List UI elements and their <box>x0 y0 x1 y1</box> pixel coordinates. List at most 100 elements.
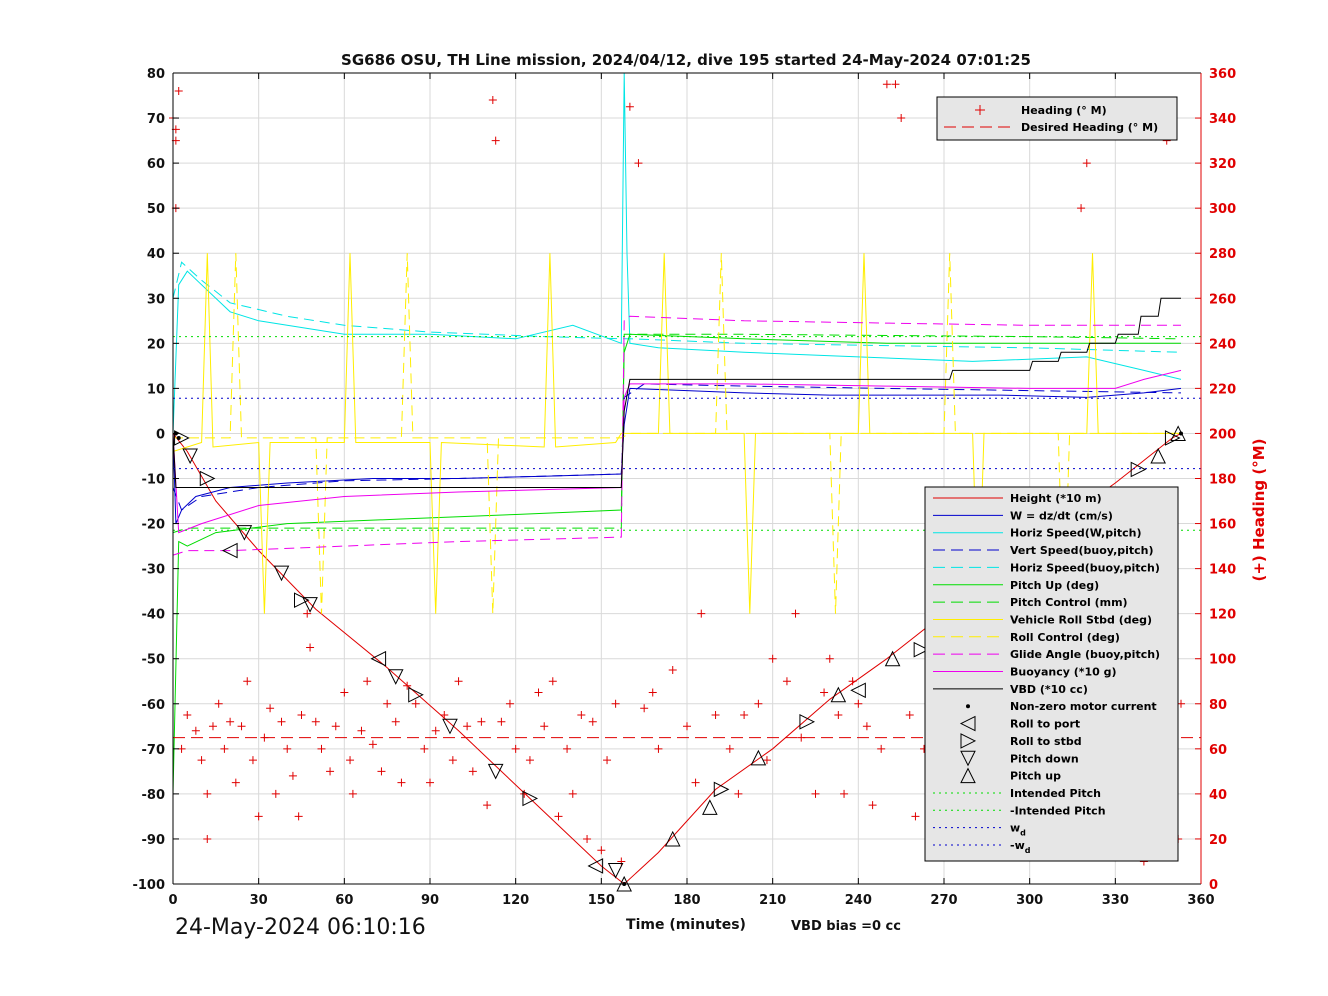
axes: 0 30 60 90 120 150 180 210 240 270 300 330 360807060… <box>132 67 1236 908</box>
heading-point <box>563 744 572 753</box>
heading-point <box>740 711 749 720</box>
heading-point <box>226 717 235 726</box>
heading-point <box>346 756 355 765</box>
x-tick-label: 330 <box>1102 893 1129 908</box>
roll-to-stbd-marker <box>199 470 216 487</box>
roll-to-stbd-marker <box>522 790 539 807</box>
heading-point <box>540 722 549 731</box>
y-tick-label: -30 <box>142 563 166 578</box>
heading-point <box>203 834 212 843</box>
x-tick-label: 360 <box>1187 893 1214 908</box>
roll-to-port-marker <box>587 858 604 874</box>
heading-point <box>311 717 320 726</box>
heading-point <box>468 767 477 776</box>
heading-point <box>197 756 206 765</box>
main-legend-label: Vehicle Roll Stbd (deg) <box>1010 613 1152 626</box>
main-legend-label: Buoyancy (*10 g) <box>1010 666 1117 679</box>
main-legend-label: W = dz/dt (cm/s) <box>1010 509 1113 522</box>
main-legend-label: Vert Speed(buoy,pitch) <box>1010 544 1154 557</box>
heading-point <box>897 114 906 123</box>
heading-point <box>497 717 506 726</box>
heading-point <box>297 711 306 720</box>
y2-axis-label: (+) Heading (°M) <box>1250 438 1268 581</box>
y-tick-label: 50 <box>147 202 165 217</box>
heading-point <box>711 711 720 720</box>
heading-point <box>243 677 252 686</box>
y2-tick-label: 20 <box>1209 833 1227 848</box>
heading-point <box>397 778 406 787</box>
motor-current-dot <box>1179 431 1184 436</box>
heading-point <box>448 756 457 765</box>
heading-point <box>491 136 500 145</box>
heading-point <box>420 744 429 753</box>
x-tick-label: 60 <box>335 893 353 908</box>
y2-tick-label: 240 <box>1209 337 1236 352</box>
heading-point <box>877 744 886 753</box>
x-tick-label: 300 <box>1016 893 1043 908</box>
heading-point <box>511 744 520 753</box>
y2-tick-label: 180 <box>1209 473 1236 488</box>
pitch-down-marker <box>442 718 458 735</box>
heading-point <box>208 722 217 731</box>
heading-point <box>905 711 914 720</box>
heading-point <box>431 726 440 735</box>
heading-point <box>820 688 829 697</box>
heading-point <box>477 717 486 726</box>
heading-point <box>754 699 763 708</box>
heading-point <box>306 643 315 652</box>
heading-point <box>725 744 734 753</box>
pitch-up-marker <box>884 650 901 667</box>
heading-point <box>248 756 257 765</box>
main-legend-box <box>924 486 1179 862</box>
heading-point <box>340 688 349 697</box>
pitch-down-marker <box>387 669 404 685</box>
heading-point <box>840 789 849 798</box>
heading-point <box>791 609 800 618</box>
heading-point <box>294 812 303 821</box>
pitch-down-marker <box>487 763 504 780</box>
heading-point <box>505 699 514 708</box>
heading-point <box>611 699 620 708</box>
roll-to-port-marker <box>850 682 866 699</box>
y2-tick-label: 320 <box>1209 157 1236 172</box>
heading-point <box>271 789 280 798</box>
heading-point <box>577 711 586 720</box>
heading-point <box>220 744 229 753</box>
legend-heading-symbol <box>975 105 985 115</box>
main-legend-label: Pitch Up (deg) <box>1010 579 1099 592</box>
heading-point <box>668 665 677 674</box>
series-line <box>172 333 1182 534</box>
heading-point <box>214 699 223 708</box>
heading-point <box>411 699 420 708</box>
y-tick-label: 60 <box>147 157 165 172</box>
heading-point <box>203 789 212 798</box>
pitch-down-marker <box>273 565 290 582</box>
heading-point <box>191 726 200 735</box>
heading-point <box>377 767 386 776</box>
heading-point <box>625 102 634 111</box>
y-tick-label: 30 <box>147 292 165 307</box>
x-tick-label: 270 <box>930 893 957 908</box>
main-legend-label: Height (*10 m) <box>1010 492 1102 505</box>
roll-to-stbd-marker <box>713 781 730 798</box>
heading-legend: Heading (° M) Desired Heading (° M) <box>936 96 1178 141</box>
roll-to-stbd-marker <box>1130 461 1147 478</box>
pitch-up-marker <box>1150 447 1166 464</box>
y-tick-label: -80 <box>142 788 166 803</box>
series-line <box>172 72 1182 434</box>
heading-point <box>403 681 412 690</box>
y2-tick-label: 360 <box>1209 67 1236 82</box>
heading-point <box>862 722 871 731</box>
x-tick-label: 210 <box>759 893 786 908</box>
heading-legend-box <box>936 96 1178 141</box>
heading-point <box>797 733 806 742</box>
heading-point <box>254 812 263 821</box>
heading-point <box>848 677 857 686</box>
timestamp: 24-May-2024 06:10:16 <box>175 915 426 940</box>
y2-tick-label: 140 <box>1209 563 1236 578</box>
main-legend: Height (*10 m) W = dz/dt (cm/s) Horiz Spee… <box>924 486 1179 862</box>
x-tick-label: 90 <box>421 893 439 908</box>
heading-point <box>588 717 597 726</box>
y2-tick-label: 60 <box>1209 743 1227 758</box>
